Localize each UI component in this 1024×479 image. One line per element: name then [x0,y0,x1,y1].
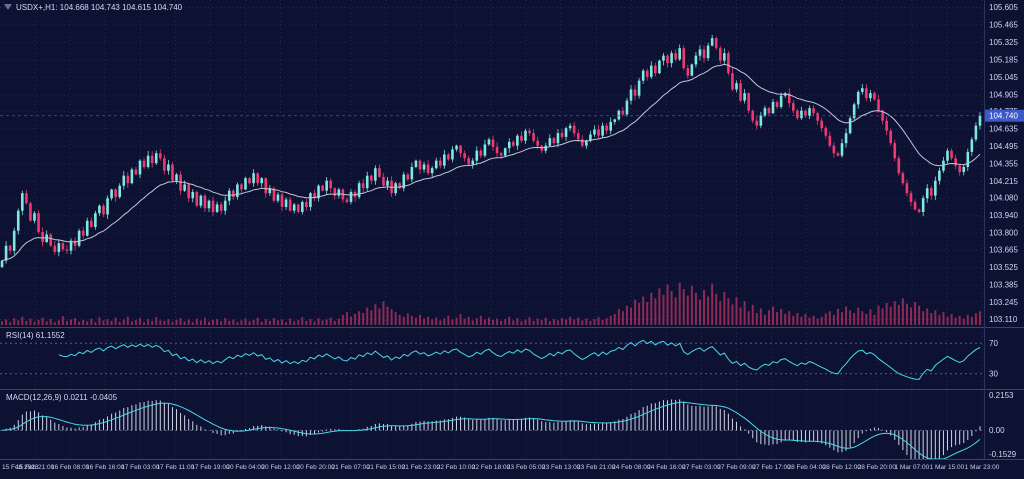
svg-text:104.635: 104.635 [989,124,1018,133]
svg-text:104.495: 104.495 [989,142,1018,151]
svg-text:103.665: 103.665 [989,246,1018,255]
time-label: 1 Mar 15:00 [929,464,965,471]
rsi-panel-canvas[interactable]: 70 30 [0,328,1024,389]
svg-text:103.940: 103.940 [989,211,1018,220]
svg-text:70: 70 [989,339,998,348]
time-label: 23 Feb 21:00 [577,464,616,471]
svg-text:105.465: 105.465 [989,21,1018,30]
svg-text:104.080: 104.080 [989,194,1018,203]
svg-text:-0.1529: -0.1529 [989,450,1017,459]
svg-text:105.605: 105.605 [989,3,1018,12]
time-label: 16 Feb 08:00 [50,464,90,471]
macd-histogram [5,399,981,459]
time-label: 20 Feb 04:00 [226,464,265,471]
price-axis-labels: 105.605 105.465 105.325 105.185 105.045 104.9… [989,3,1018,324]
symbol-ohlc-info: USDX+,H1: 104.668 104.743 104.615 104.74… [16,3,183,12]
svg-text:0.00: 0.00 [989,426,1005,435]
panel-separator[interactable] [0,327,1024,328]
svg-text:103.110: 103.110 [989,315,1018,324]
one-click-trading-toggle-icon[interactable] [4,4,12,10]
time-label: 27 Feb 03:00 [682,464,721,471]
time-label: 27 Feb 17:00 [752,464,791,471]
svg-text:104.215: 104.215 [989,177,1018,186]
time-label: 28 Feb 20:00 [857,464,896,471]
vertical-gridlines [34,328,983,389]
price-axis-column[interactable] [985,0,1024,459]
candles [0,34,982,269]
time-label: 15 Feb 2023 [2,464,39,471]
macd-indicator-label: MACD(12,26,9) 0.0211 -0.0405 [6,393,118,402]
price-axis-divider [984,0,985,459]
time-label: 21 Feb 15:00 [366,464,405,471]
vertical-gridlines [34,390,983,459]
time-label: 22 Feb 10:00 [436,464,476,471]
time-label: 21 Feb 23:00 [401,464,440,471]
svg-text:103.800: 103.800 [989,229,1018,238]
svg-text:103.525: 103.525 [989,263,1018,272]
svg-text:103.385: 103.385 [989,281,1018,290]
svg-text:104.905: 104.905 [989,91,1018,100]
svg-text:105.185: 105.185 [989,56,1018,65]
main-chart-canvas[interactable]: 105.605 105.465 105.325 105.185 105.045 104.9… [0,0,1024,327]
time-label: 24 Feb 16:00 [647,464,686,471]
time-label: 21 Feb 07:00 [331,464,370,471]
current-price-badge: 104.740 [985,109,1024,122]
macd-panel-canvas[interactable]: 0.2153 0.00 -0.1529 [0,390,1024,459]
svg-text:104.355: 104.355 [989,159,1018,168]
time-label: 15 Feb 21:00 [15,464,55,471]
time-label: 20 Feb 12:00 [261,464,300,471]
svg-text:105.045: 105.045 [989,73,1018,82]
panel-separator[interactable] [0,389,1024,390]
svg-text:105.325: 105.325 [989,38,1018,47]
time-label: 1 Mar 23:00 [964,464,1000,471]
time-axis[interactable]: 15 Feb 2023 15 Feb 21:00 16 Feb 08:00 16 Fe… [0,460,1024,479]
macd-signal-line [1,401,981,459]
svg-text:104.740: 104.740 [989,112,1018,121]
time-label: 17 Feb 11:00 [156,464,195,471]
svg-text:30: 30 [989,369,998,378]
time-label: 17 Feb 19:00 [191,464,230,471]
time-label: 24 Feb 08:00 [612,464,651,471]
time-label: 27 Feb 09:00 [717,464,756,471]
time-label: 28 Feb 04:00 [787,464,826,471]
rsi-line [58,339,981,380]
rsi-indicator-label: RSI(14) 61.1552 [6,331,65,340]
time-label: 20 Feb 20:00 [296,464,335,471]
time-label: 17 Feb 03:00 [121,464,160,471]
time-label: 28 Feb 12:00 [822,464,861,471]
svg-text:0.2153: 0.2153 [989,391,1014,400]
svg-text:103.245: 103.245 [989,298,1018,307]
moving-average-line [1,63,981,262]
time-label: 23 Feb 05:00 [506,464,546,471]
time-label: 23 Feb 13:00 [541,464,581,471]
time-axis-separator [0,459,1024,460]
vertical-gridlines [34,0,983,327]
time-label: 22 Feb 18:00 [471,464,511,471]
time-label: 1 Mar 07:00 [894,464,930,471]
volume-bars [1,282,981,325]
time-label: 16 Feb 16:00 [86,464,125,471]
